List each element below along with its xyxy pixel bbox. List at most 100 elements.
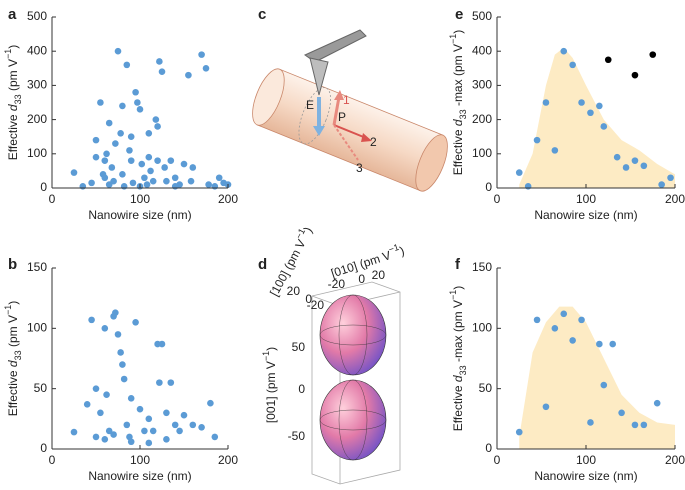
envelope-area [519,306,675,449]
point [600,381,608,389]
point [618,409,625,417]
axis-label: Effective d33 -max (pm V−1) [448,30,468,175]
label-part: 33 [458,365,468,375]
point [119,102,126,110]
point [631,421,639,429]
x-tick-label: 0 [49,453,56,467]
label-2: 2 [370,135,377,149]
point [640,421,648,429]
point [112,309,119,316]
point [101,325,109,332]
point [114,47,122,55]
point [542,99,550,106]
envelope-area [519,47,675,188]
label-part: −1 [3,305,13,315]
label-part: [001] (pm V [264,361,278,423]
point [123,421,131,429]
label-part: Effective [6,367,20,416]
point [613,153,621,161]
y-tick-label: 150 [27,260,47,274]
axis-label: Effective d33 -max (pm V−1) [448,286,468,431]
diagram-tick-label: -20 [328,277,346,291]
point [587,419,594,426]
label-part: −1 [448,34,458,44]
point [171,174,179,182]
point [145,439,153,447]
point [123,61,131,69]
point [569,337,576,344]
point [127,395,135,402]
point [129,179,137,187]
point [596,102,603,110]
point [600,123,608,130]
label-e: E [306,98,314,112]
point [141,174,148,182]
label-part: ) [6,301,20,305]
panel-letter: a [8,6,17,23]
axis-label: [010] (pm V−1) [328,241,406,281]
point [147,167,154,175]
point [180,411,188,419]
point [158,68,166,76]
point [649,51,657,58]
diagram-tick-label: 20 [287,284,301,298]
x-tick-label: 0 [494,453,501,467]
point [631,157,639,164]
point [154,157,161,164]
label-part: ) [451,286,465,290]
label-part: −1 [387,242,400,255]
point [211,433,219,441]
y-tick-label: 100 [472,146,492,160]
point [126,147,133,154]
y-tick-label: 300 [27,78,47,92]
point [88,179,95,187]
point [542,403,550,411]
label-part: d [6,360,20,367]
point [117,129,124,137]
point [176,427,183,435]
point [141,427,148,435]
y-tick-label: 100 [27,321,47,335]
point [560,310,568,318]
point [105,119,113,127]
point [631,71,639,79]
point [119,171,126,178]
panel-letter: e [455,6,463,23]
point [112,140,119,147]
panel-letter: c [258,6,266,23]
point [578,99,585,106]
y-tick-label: 500 [472,9,492,23]
label-part: -max (pm V [451,44,465,109]
point [156,58,163,65]
y-tick-label: 300 [472,78,492,92]
point [136,106,144,113]
point [533,136,541,144]
y-tick-label: 500 [27,9,47,23]
label-3: 3 [356,161,363,175]
point [171,182,179,190]
x-axis-label: Nanowire size (nm) [88,208,191,222]
point [171,421,179,429]
point [640,162,648,170]
label-part: ) [264,347,278,351]
label-part: ) [6,45,20,49]
point [97,409,104,417]
point [92,433,100,441]
point [152,116,160,123]
label-part: −1 [448,290,458,300]
point [92,136,100,144]
point [551,147,559,154]
diagram-tick-label: 0 [298,382,305,396]
point [101,436,109,443]
y-tick-label: 400 [472,43,492,57]
point [163,177,170,185]
point [158,340,166,348]
point [667,174,674,182]
point [180,160,188,168]
point [653,399,661,407]
x-tick-label: 100 [576,453,596,467]
point [515,169,523,176]
point [145,129,153,137]
point [515,428,523,436]
point [189,164,197,171]
